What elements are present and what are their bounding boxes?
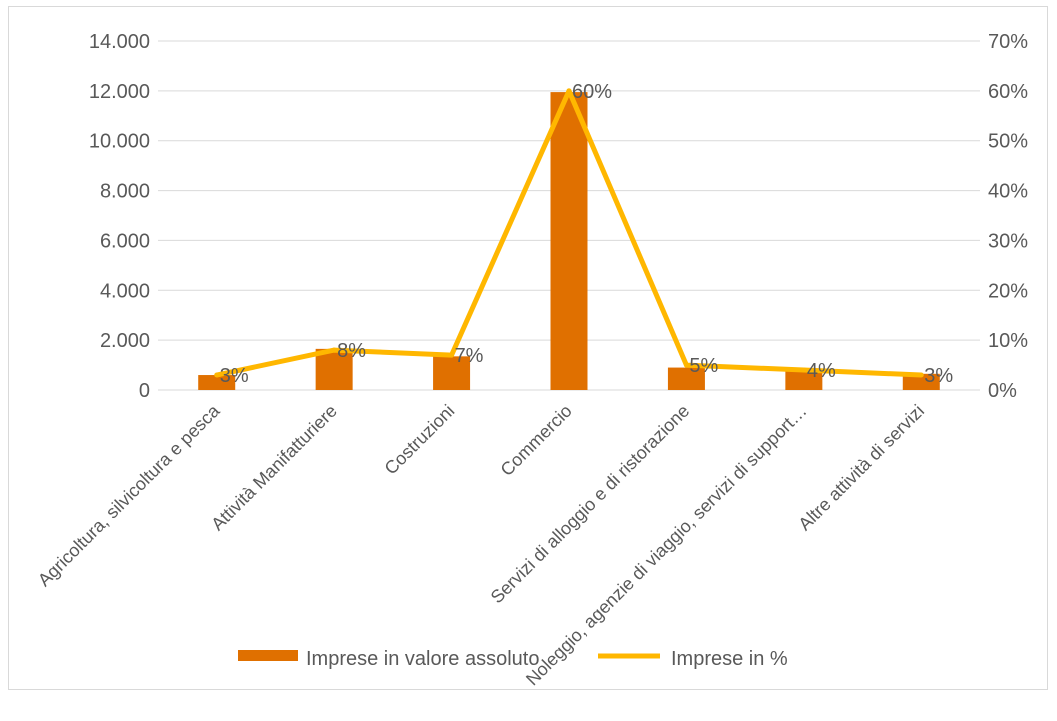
left-axis-tick-label: 2.000 [100,330,150,352]
left-axis-tick-label: 10.000 [89,131,150,153]
right-axis-tick-label: 40% [988,181,1028,203]
line-data-label: 4% [807,360,836,382]
line-data-label: 5% [689,355,718,377]
bar[interactable] [433,356,471,390]
line-point[interactable] [449,352,455,358]
legend-label-bars[interactable]: Imprese in valore assoluto [306,648,539,670]
bar[interactable] [667,367,705,390]
right-axis-tick-label: 10% [988,330,1028,352]
right-axis-tick-label: 20% [988,280,1028,302]
line-data-label: 3% [924,365,953,387]
right-axis-tick-labels: 0% 10% 20% 30% 40% 50% 60% 70% [988,31,1028,402]
category-label: Altre attività di servizi [794,401,928,535]
right-axis-tick-label: 70% [988,31,1028,53]
category-label: Noleggio, agenzie di viaggio, servizi di… [522,401,811,690]
legend: Imprese in valore assoluto Imprese in % [238,648,788,670]
category-axis-labels: Agricoltura, silvicoltura e pescaAttivit… [34,400,928,689]
category-label: Servizi di alloggio e di ristorazione [487,401,694,608]
line-point[interactable] [683,362,689,368]
line-data-labels: 3% 8% 7% 60% 5% 4% 3% [220,81,954,387]
line-data-label: 7% [455,345,484,367]
line-point[interactable] [566,88,572,94]
line-point[interactable] [214,372,220,378]
bar[interactable] [902,373,940,390]
bar[interactable] [198,375,236,390]
legend-label-line[interactable]: Imprese in % [671,648,788,670]
bar-series [198,92,940,390]
line-series [214,88,924,378]
bar[interactable] [315,348,353,390]
right-axis-tick-label: 60% [988,81,1028,103]
bar[interactable] [550,92,588,390]
left-axis-tick-label: 14.000 [89,31,150,53]
category-label: Commercio [497,401,576,480]
chart-frame [8,6,1048,690]
line-data-label: 60% [572,81,612,103]
bar[interactable] [785,368,823,390]
right-axis-tick-label: 50% [988,131,1028,153]
left-axis-tick-label: 12.000 [89,81,150,103]
legend-swatch-bars [238,650,298,661]
left-axis-tick-label: 8.000 [100,181,150,203]
line-data-label: 3% [220,365,249,387]
category-label: Costruzioni [381,401,459,479]
left-axis-tick-label: 4.000 [100,280,150,302]
left-axis-tick-label: 0 [139,380,150,402]
category-label: Agricoltura, silvicoltura e pesca [34,400,224,590]
line-data-label: 8% [337,340,366,362]
left-axis-tick-labels: 0 2.000 4.000 6.000 8.000 10.000 12.000 14.000 [89,31,150,402]
line-point[interactable] [918,372,924,378]
left-axis-tick-label: 6.000 [100,230,150,252]
right-axis-tick-label: 0% [988,380,1017,402]
category-label: Attività Manifatturiere [207,401,341,535]
line-point[interactable] [801,367,807,373]
right-axis-tick-label: 30% [988,230,1028,252]
line-point[interactable] [331,347,337,353]
